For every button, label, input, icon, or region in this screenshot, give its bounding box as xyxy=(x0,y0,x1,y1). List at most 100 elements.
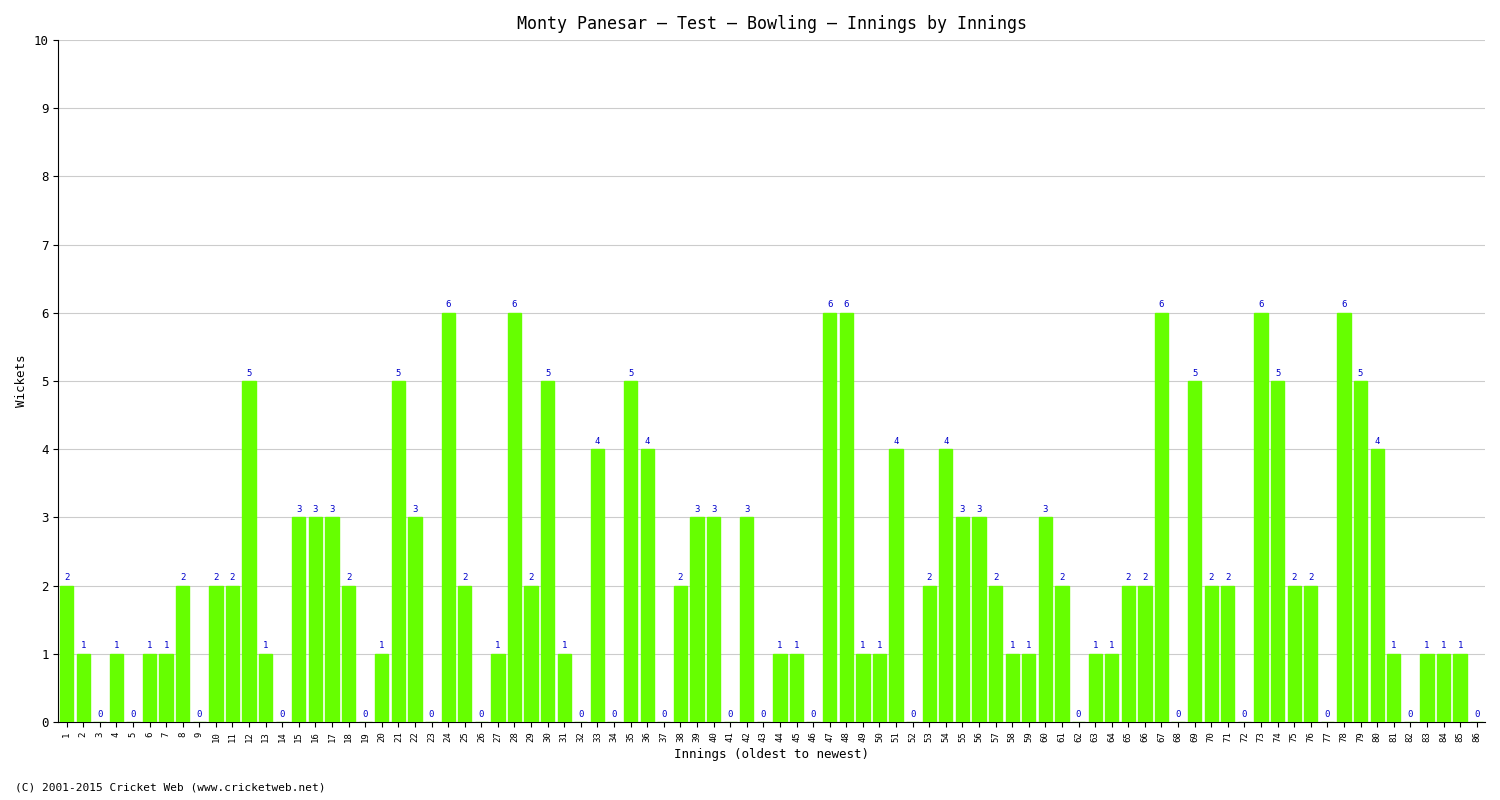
Bar xyxy=(408,518,422,722)
Bar xyxy=(342,586,355,722)
Text: 1: 1 xyxy=(777,642,783,650)
Text: 4: 4 xyxy=(596,437,600,446)
Text: 0: 0 xyxy=(130,710,135,718)
Bar xyxy=(1371,450,1384,722)
Text: 5: 5 xyxy=(1275,369,1281,378)
Text: 4: 4 xyxy=(1374,437,1380,446)
Text: 1: 1 xyxy=(495,642,501,650)
Text: 1: 1 xyxy=(147,642,152,650)
Text: 4: 4 xyxy=(645,437,650,446)
Text: 0: 0 xyxy=(1324,710,1330,718)
Text: 1: 1 xyxy=(114,642,118,650)
Text: 0: 0 xyxy=(478,710,484,718)
Text: 5: 5 xyxy=(246,369,252,378)
Text: 1: 1 xyxy=(1390,642,1396,650)
Text: 3: 3 xyxy=(744,505,750,514)
Text: 0: 0 xyxy=(196,710,202,718)
Bar xyxy=(690,518,703,722)
Text: 0: 0 xyxy=(1474,710,1479,718)
Bar xyxy=(591,450,604,722)
Text: 0: 0 xyxy=(279,710,285,718)
Bar xyxy=(1155,313,1168,722)
Text: 2: 2 xyxy=(1308,573,1314,582)
Text: 1: 1 xyxy=(561,642,567,650)
Text: 5: 5 xyxy=(544,369,550,378)
Text: 0: 0 xyxy=(760,710,766,718)
Text: 0: 0 xyxy=(1242,710,1246,718)
Text: 3: 3 xyxy=(312,505,318,514)
Bar xyxy=(1354,381,1366,722)
Text: 1: 1 xyxy=(1010,642,1016,650)
Text: 6: 6 xyxy=(843,301,849,310)
Text: 0: 0 xyxy=(1076,710,1082,718)
Text: 6: 6 xyxy=(827,301,833,310)
Bar xyxy=(1221,586,1234,722)
Bar xyxy=(1204,586,1218,722)
Bar xyxy=(1056,586,1068,722)
Text: 1: 1 xyxy=(81,642,86,650)
Text: 2: 2 xyxy=(213,573,219,582)
Text: 0: 0 xyxy=(578,710,584,718)
Bar xyxy=(226,586,238,722)
Bar xyxy=(1420,654,1434,722)
Title: Monty Panesar – Test – Bowling – Innings by Innings: Monty Panesar – Test – Bowling – Innings… xyxy=(516,15,1026,33)
Bar xyxy=(458,586,471,722)
Text: 1: 1 xyxy=(859,642,865,650)
Text: 2: 2 xyxy=(678,573,682,582)
Bar xyxy=(1106,654,1119,722)
Text: 6: 6 xyxy=(1341,301,1347,310)
Text: 1: 1 xyxy=(380,642,384,650)
Bar xyxy=(1022,654,1035,722)
Bar xyxy=(1338,313,1350,722)
Bar xyxy=(1270,381,1284,722)
Text: 0: 0 xyxy=(98,710,102,718)
Bar xyxy=(292,518,306,722)
Bar xyxy=(1437,654,1450,722)
Bar xyxy=(260,654,273,722)
Text: 3: 3 xyxy=(976,505,981,514)
Text: 1: 1 xyxy=(794,642,800,650)
Text: 3: 3 xyxy=(1042,505,1048,514)
Bar xyxy=(1188,381,1202,722)
Text: 2: 2 xyxy=(993,573,999,582)
Text: 6: 6 xyxy=(512,301,518,310)
Bar xyxy=(1388,654,1401,722)
Bar xyxy=(856,654,870,722)
Bar xyxy=(640,450,654,722)
Bar xyxy=(392,381,405,722)
Bar xyxy=(1138,586,1152,722)
Text: 2: 2 xyxy=(1209,573,1214,582)
Text: 2: 2 xyxy=(230,573,236,582)
Text: 3: 3 xyxy=(711,505,717,514)
Text: 5: 5 xyxy=(628,369,633,378)
X-axis label: Innings (oldest to newest): Innings (oldest to newest) xyxy=(674,748,868,761)
Text: 3: 3 xyxy=(330,505,334,514)
Text: 5: 5 xyxy=(1192,369,1197,378)
Bar xyxy=(1254,313,1268,722)
Bar xyxy=(525,586,537,722)
Bar xyxy=(939,450,952,722)
Bar xyxy=(309,518,322,722)
Bar xyxy=(624,381,638,722)
Bar xyxy=(956,518,969,722)
Text: 2: 2 xyxy=(528,573,534,582)
Text: 4: 4 xyxy=(894,437,898,446)
Bar xyxy=(674,586,687,722)
Bar xyxy=(1454,654,1467,722)
Text: 3: 3 xyxy=(960,505,964,514)
Text: 2: 2 xyxy=(1059,573,1065,582)
Text: 2: 2 xyxy=(1142,573,1148,582)
Text: 1: 1 xyxy=(1442,642,1446,650)
Text: 0: 0 xyxy=(662,710,666,718)
Bar xyxy=(142,654,156,722)
Text: 2: 2 xyxy=(927,573,932,582)
Text: 1: 1 xyxy=(1108,642,1114,650)
Text: (C) 2001-2015 Cricket Web (www.cricketweb.net): (C) 2001-2015 Cricket Web (www.cricketwe… xyxy=(15,782,326,792)
Text: 6: 6 xyxy=(1160,301,1164,310)
Bar xyxy=(110,654,123,722)
Text: 1: 1 xyxy=(1092,642,1098,650)
Bar xyxy=(558,654,572,722)
Text: 5: 5 xyxy=(396,369,400,378)
Bar xyxy=(922,586,936,722)
Text: 2: 2 xyxy=(1292,573,1298,582)
